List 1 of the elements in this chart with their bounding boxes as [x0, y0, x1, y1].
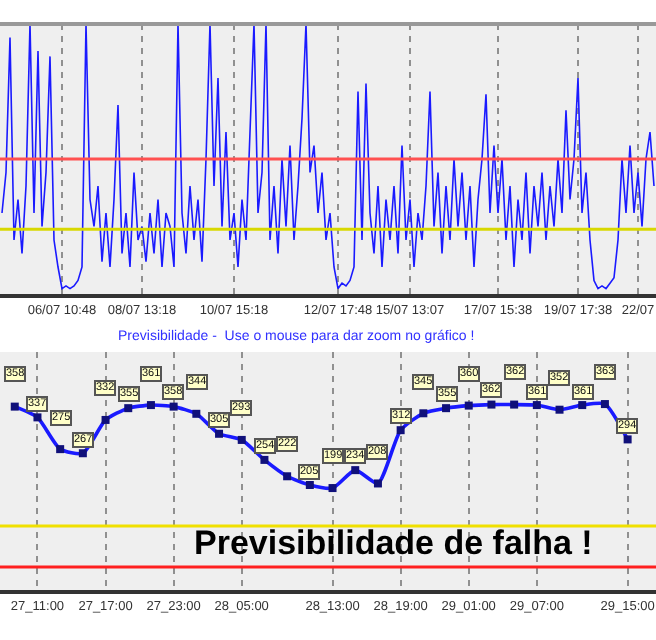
- text: Previsibilidade de falha !: [194, 524, 593, 562]
